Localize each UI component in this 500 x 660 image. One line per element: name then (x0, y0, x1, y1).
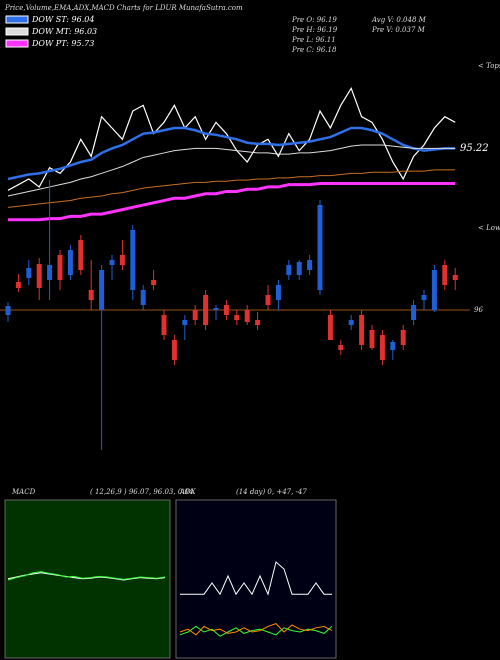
price-label: 96 (474, 306, 483, 314)
info-text: Pre O: 96.19 (291, 16, 337, 24)
line (7, 86, 456, 191)
candle-body (15, 282, 21, 288)
annotation: < Lows (478, 224, 500, 232)
candle-body (36, 264, 42, 288)
legend-label: DOW MT: 96.03 (31, 27, 97, 36)
candle-body (171, 340, 177, 360)
chart-title: Price,Volume,EMA,ADX,MACD Charts for LDU… (4, 4, 243, 12)
candle-body (359, 315, 365, 345)
candle-body (151, 280, 157, 285)
annotation: < Tops (478, 62, 500, 70)
candle-body (255, 320, 261, 325)
candle-body (140, 290, 146, 305)
adx-label: ADX (179, 488, 197, 496)
indicator-line (7, 572, 166, 581)
candle-body (400, 330, 406, 345)
indicator-line (179, 625, 333, 637)
candle-body (182, 320, 188, 325)
indicator-line (180, 561, 332, 596)
candle-body (338, 345, 344, 350)
candle-body (67, 250, 73, 275)
candle-body (390, 342, 396, 350)
adx-params: (14 day) 0, +47, -47 (236, 488, 307, 496)
candle-body (452, 275, 458, 280)
macd-label: MACD (11, 488, 36, 496)
legend-label: DOW ST: 96.04 (31, 15, 94, 24)
candle-body (223, 305, 229, 315)
candle-body (244, 310, 250, 322)
candle-body (411, 305, 417, 320)
legend-swatch (5, 27, 29, 36)
candle-body (442, 265, 448, 285)
candle-body (265, 295, 271, 305)
indicator-line (179, 623, 333, 636)
legend-swatch (5, 15, 29, 24)
candle-body (119, 255, 125, 265)
info-text: Pre L: 96.11 (291, 36, 336, 44)
info-text: Pre H: 96.19 (291, 26, 338, 34)
candle-body (307, 260, 313, 270)
macd-panel (4, 499, 171, 659)
adx-panel (175, 499, 337, 659)
line (8, 182, 456, 222)
candle-body (296, 262, 302, 275)
candle-body (317, 205, 323, 290)
candle-body (431, 270, 437, 310)
candle-body (88, 290, 94, 300)
candle-body (192, 310, 198, 320)
candle-body (47, 265, 53, 280)
candle-body (379, 335, 385, 360)
info-text: Avg V: 0.048 M (371, 16, 427, 24)
legend-swatch (5, 39, 29, 48)
candle-body (99, 270, 105, 310)
candle-body (234, 315, 240, 320)
candle-body (348, 320, 354, 325)
candle-body (161, 315, 167, 335)
candle-body (130, 230, 136, 290)
candle-body (5, 306, 11, 315)
candle-body (369, 330, 375, 348)
info-text: Pre V: 0.037 M (371, 26, 426, 34)
candle-body (421, 295, 427, 300)
line (7, 144, 456, 197)
candle-body (26, 268, 32, 278)
candle-body (213, 308, 219, 310)
candle-body (109, 260, 115, 265)
indicator-line (7, 571, 166, 581)
candle-body (327, 315, 333, 340)
candle-body (286, 265, 292, 275)
candle-body (57, 255, 63, 280)
price-label: 95.22 (460, 143, 489, 154)
info-text: Pre C: 96.18 (291, 46, 337, 54)
macd-params: ( 12,26,9 ) 96.07, 96.03, 0.04 (90, 488, 193, 496)
line (7, 169, 456, 208)
candle-body (275, 285, 281, 300)
candle-body (78, 240, 84, 270)
candle-body (203, 295, 209, 325)
line (7, 126, 456, 181)
legend-label: DOW PT: 95.73 (31, 39, 94, 48)
